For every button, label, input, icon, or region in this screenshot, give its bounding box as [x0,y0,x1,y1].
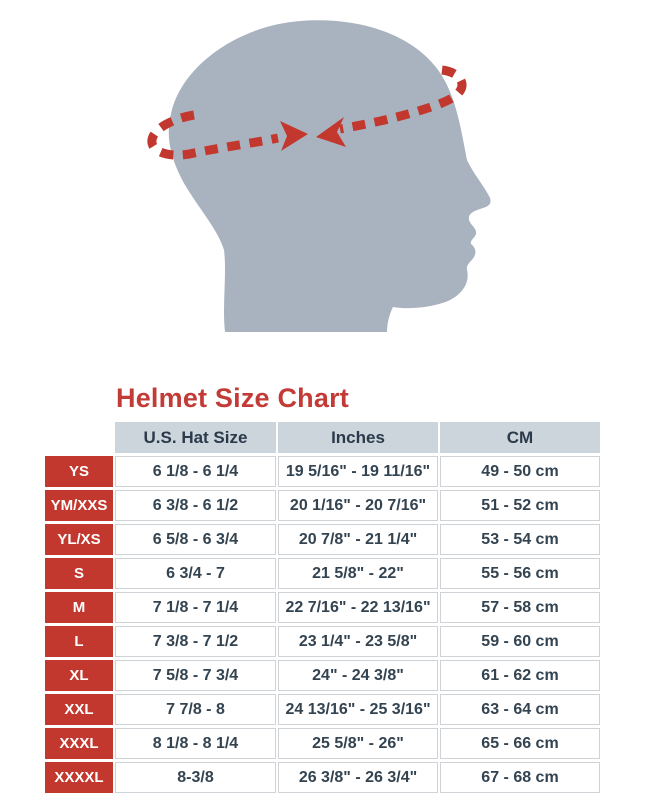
cm-cell: 53 - 54 cm [440,524,600,555]
size-label: S [45,558,113,589]
us-hat-size-cell: 6 1/8 - 6 1/4 [115,456,276,487]
measuring-tape-icon [147,65,467,160]
cm-cell: 59 - 60 cm [440,626,600,657]
page-title: Helmet Size Chart [116,383,349,413]
us-hat-size-cell: 8-3/8 [115,762,276,793]
cm-cell: 55 - 56 cm [440,558,600,589]
cm-cell: 61 - 62 cm [440,660,600,691]
table-row: XXXL 8 1/8 - 8 1/4 25 5/8" - 26" 65 - 66… [45,728,600,759]
helmet-size-table: U.S. Hat Size Inches CM YS 6 1/8 - 6 1/4… [43,419,602,796]
inches-cell: 19 5/16" - 19 11/16" [278,456,438,487]
us-hat-size-cell: 7 1/8 - 7 1/4 [115,592,276,623]
size-label: XXXXL [45,762,113,793]
size-label: XXXL [45,728,113,759]
cm-cell: 49 - 50 cm [440,456,600,487]
inches-cell: 23 1/4" - 23 5/8" [278,626,438,657]
size-label: XL [45,660,113,691]
table-row: YS 6 1/8 - 6 1/4 19 5/16" - 19 11/16" 49… [45,456,600,487]
column-header-cm: CM [440,422,600,453]
table-row: XXXXL 8-3/8 26 3/8" - 26 3/4" 67 - 68 cm [45,762,600,793]
us-hat-size-cell: 7 7/8 - 8 [115,694,276,725]
table-row: M 7 1/8 - 7 1/4 22 7/16" - 22 13/16" 57 … [45,592,600,623]
inches-cell: 22 7/16" - 22 13/16" [278,592,438,623]
cm-cell: 57 - 58 cm [440,592,600,623]
table-row: S 6 3/4 - 7 21 5/8" - 22" 55 - 56 cm [45,558,600,589]
size-label: YM/XXS [45,490,113,521]
inches-cell: 25 5/8" - 26" [278,728,438,759]
column-header-inches: Inches [278,422,438,453]
header-row: U.S. Hat Size Inches CM [45,422,600,453]
column-header-us-hat-size: U.S. Hat Size [115,422,276,453]
inches-cell: 26 3/8" - 26 3/4" [278,762,438,793]
arrow-right-icon [280,121,308,151]
table-row: YM/XXS 6 3/8 - 6 1/2 20 1/16" - 20 7/16"… [45,490,600,521]
table-row: XXL 7 7/8 - 8 24 13/16" - 25 3/16" 63 - … [45,694,600,725]
table-row: YL/XS 6 5/8 - 6 3/4 20 7/8" - 21 1/4" 53… [45,524,600,555]
cm-cell: 63 - 64 cm [440,694,600,725]
size-label: XXL [45,694,113,725]
us-hat-size-cell: 7 3/8 - 7 1/2 [115,626,276,657]
table-row: L 7 3/8 - 7 1/2 23 1/4" - 23 5/8" 59 - 6… [45,626,600,657]
us-hat-size-cell: 8 1/8 - 8 1/4 [115,728,276,759]
arrow-left-icon [316,117,346,147]
tape-front-arc [147,110,279,160]
us-hat-size-cell: 6 5/8 - 6 3/4 [115,524,276,555]
cm-cell: 51 - 52 cm [440,490,600,521]
inches-cell: 24 13/16" - 25 3/16" [278,694,438,725]
size-label: YS [45,456,113,487]
us-hat-size-cell: 7 5/8 - 7 3/4 [115,660,276,691]
cm-cell: 67 - 68 cm [440,762,600,793]
cm-cell: 65 - 66 cm [440,728,600,759]
table-row: XL 7 5/8 - 7 3/4 24" - 24 3/8" 61 - 62 c… [45,660,600,691]
head-silhouette [168,20,491,333]
us-hat-size-cell: 6 3/8 - 6 1/2 [115,490,276,521]
corner-spacer [45,422,113,453]
inches-cell: 20 1/16" - 20 7/16" [278,490,438,521]
us-hat-size-cell: 6 3/4 - 7 [115,558,276,589]
size-label: L [45,626,113,657]
inches-cell: 20 7/8" - 21 1/4" [278,524,438,555]
inches-cell: 21 5/8" - 22" [278,558,438,589]
inches-cell: 24" - 24 3/8" [278,660,438,691]
tape-back-arc [339,65,467,134]
size-label: YL/XS [45,524,113,555]
size-label: M [45,592,113,623]
head-measurement-figure [147,20,491,333]
